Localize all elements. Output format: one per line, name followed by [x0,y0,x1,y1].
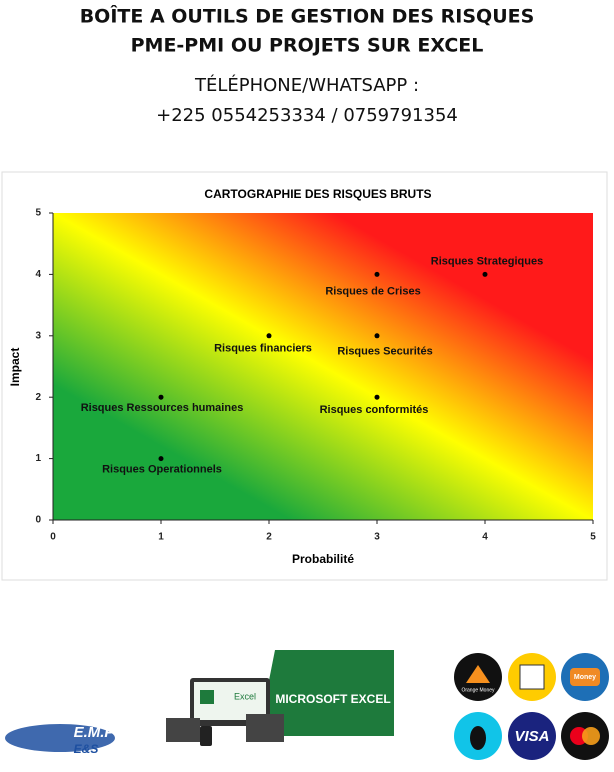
y-tick-label: 2 [35,392,41,403]
point-label: Risques Operationnels [102,464,222,476]
logo-text: E&S [74,742,99,756]
payment-text: Orange Money [461,687,495,693]
chart-title: CARTOGRAPHIE DES RISQUES BRUTS [204,187,431,201]
point [158,394,164,400]
point [482,271,488,277]
logo: E.M.P E&S [5,724,115,756]
y-tick-label: 5 [35,208,41,219]
x-tick-label: 2 [266,532,272,543]
x-tick-label: 3 [374,532,380,543]
point-label: Risques financiers [214,343,312,355]
y-tick-label: 0 [35,515,41,526]
point-label: Risques de Crises [325,285,420,297]
point-label: Risques Ressources humaines [81,402,244,414]
contact-label: TÉLÉPHONE/WHATSAPP : [194,74,419,96]
x-tick-label: 0 [50,532,56,543]
x-axis-title: Probabilité [292,552,354,566]
y-tick-label: 4 [35,269,41,280]
point [374,333,380,339]
plot: 0 1 2 3 4 5 0 1 2 3 4 5 Risques Strategiques Risques … [35,208,596,543]
y-axis-title: Impact [8,348,22,387]
point-label: Risques conformités [320,404,429,416]
banner-text: MICROSOFT EXCEL [275,692,390,706]
title: PME-PMI OU PROJETS SUR EXCEL [131,35,484,57]
title: BOÎTE A OUTILS DE GESTION DES RISQUES [80,5,535,28]
x-tick-label: 4 [482,532,488,543]
risk-gradient [53,213,593,520]
payment-logos: Orange Money Money VISA [454,653,609,760]
excel-banner: MICROSOFT EXCEL Excel [166,650,394,746]
x-tick-label: 5 [590,532,596,543]
app-text: Excel [234,691,256,701]
point [374,271,380,277]
point-label: Risques Securités [337,346,432,358]
point [158,456,164,462]
contact-numbers: +225 0554253334 / 0759791354 [156,105,458,126]
point-label: Risques Strategiques [431,255,543,267]
logo-text: E.M.P [74,724,116,741]
y-tick-label: 3 [35,330,41,341]
point [374,394,380,400]
x-tick-label: 1 [158,532,164,543]
point [266,333,272,339]
payment-text: Money [574,674,596,681]
y-tick-label: 1 [35,453,41,464]
payment-text: VISA [514,728,549,745]
